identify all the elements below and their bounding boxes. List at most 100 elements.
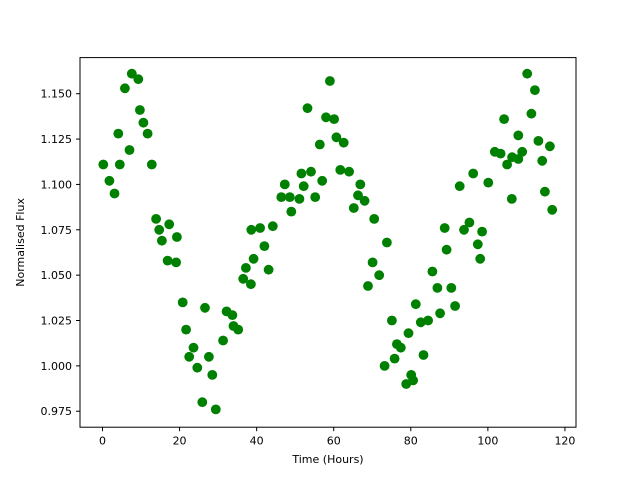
data-point xyxy=(109,188,120,199)
x-tick-label: 80 xyxy=(404,435,418,448)
data-point xyxy=(124,145,135,155)
data-point xyxy=(499,114,509,124)
data-point xyxy=(454,181,465,192)
data-point xyxy=(113,128,124,139)
data-point xyxy=(233,324,244,335)
data-point xyxy=(379,361,390,371)
data-point xyxy=(389,353,400,364)
y-tick-label: 1.125 xyxy=(41,133,73,146)
data-point xyxy=(477,226,487,237)
data-point xyxy=(513,130,524,141)
data-point xyxy=(142,128,153,139)
data-point xyxy=(104,175,115,186)
data-point xyxy=(495,148,506,159)
data-point xyxy=(441,244,452,255)
data-point xyxy=(439,223,450,233)
data-point xyxy=(114,159,125,170)
data-point xyxy=(435,308,445,319)
data-point xyxy=(472,239,483,250)
data-point xyxy=(325,76,335,86)
data-point xyxy=(395,342,406,353)
x-axis-label: Time (Hours) xyxy=(291,453,363,466)
data-point xyxy=(321,112,331,123)
data-point xyxy=(296,168,307,179)
y-tick-label: 1.050 xyxy=(41,269,73,282)
data-point xyxy=(545,141,555,152)
x-tick-label: 40 xyxy=(250,435,264,448)
data-point xyxy=(164,219,175,230)
data-point xyxy=(522,68,533,79)
data-point xyxy=(335,165,346,175)
data-point xyxy=(204,351,214,362)
y-tick-label: 1.075 xyxy=(41,224,73,237)
data-point xyxy=(241,263,251,273)
y-tick-label: 1.100 xyxy=(41,178,73,191)
data-point xyxy=(369,214,380,224)
data-point xyxy=(246,224,257,235)
data-point xyxy=(513,154,524,164)
data-point xyxy=(246,279,256,290)
data-point xyxy=(427,266,438,277)
y-tick-label: 1.000 xyxy=(41,360,73,373)
data-point xyxy=(418,350,429,360)
data-point xyxy=(540,186,550,197)
data-point xyxy=(355,179,366,190)
data-point xyxy=(450,301,460,311)
data-point xyxy=(408,375,418,386)
data-point xyxy=(530,85,540,95)
data-point xyxy=(483,177,494,188)
y-tick-label: 1.150 xyxy=(41,88,73,101)
data-point xyxy=(138,117,149,128)
data-point xyxy=(423,315,433,326)
data-point xyxy=(517,146,528,157)
data-point xyxy=(157,235,167,246)
data-point xyxy=(294,194,305,204)
y-tick-label: 0.975 xyxy=(41,405,73,418)
data-point xyxy=(177,297,188,308)
data-point xyxy=(310,192,321,203)
data-point xyxy=(459,224,469,235)
data-point xyxy=(468,168,479,179)
data-point xyxy=(200,302,210,313)
data-point xyxy=(263,264,274,275)
data-point xyxy=(302,103,313,114)
y-axis-label: Normalised Flux xyxy=(14,198,27,287)
x-tick-label: 100 xyxy=(477,435,498,448)
y-tick-label: 1.025 xyxy=(41,315,73,328)
data-point xyxy=(382,237,392,248)
data-point xyxy=(403,328,414,339)
data-point xyxy=(348,203,359,213)
data-point xyxy=(298,181,309,192)
data-point xyxy=(331,132,342,143)
data-point xyxy=(151,214,162,224)
data-point xyxy=(197,397,208,408)
data-point xyxy=(306,166,316,177)
data-point xyxy=(192,362,203,373)
data-point xyxy=(363,281,373,291)
data-point xyxy=(410,299,421,310)
data-point xyxy=(526,108,537,119)
data-point xyxy=(374,270,385,281)
x-axis: 0 20 40 60 80 100 120 xyxy=(99,427,575,448)
data-point xyxy=(188,342,199,353)
x-tick-label: 120 xyxy=(554,435,575,448)
data-point xyxy=(367,257,378,268)
data-point xyxy=(314,139,325,150)
data-point xyxy=(475,253,486,264)
data-point xyxy=(329,114,339,124)
x-tick-label: 20 xyxy=(173,435,187,448)
data-point xyxy=(286,206,297,217)
data-point xyxy=(162,255,173,266)
data-point xyxy=(98,159,109,170)
data-point xyxy=(120,83,130,94)
data-point xyxy=(181,324,192,335)
data-point xyxy=(255,223,265,233)
data-point xyxy=(353,190,363,201)
data-points xyxy=(98,68,558,415)
data-point xyxy=(344,166,354,177)
data-point xyxy=(126,68,137,79)
data-point xyxy=(248,253,259,264)
data-point xyxy=(267,221,278,232)
